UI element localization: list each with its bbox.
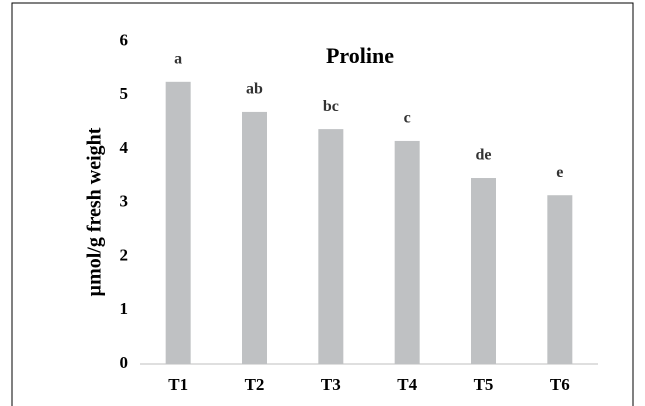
bar — [471, 178, 496, 364]
x-tick-label: T2 — [245, 375, 265, 394]
bar — [394, 140, 420, 364]
chart-border — [11, 2, 634, 406]
bar — [547, 195, 573, 364]
x-tick-label: T4 — [397, 375, 417, 394]
x-tick-label: T1 — [168, 375, 188, 394]
y-tick-label: 3 — [120, 192, 129, 211]
chart-title: Proline — [326, 43, 394, 68]
y-tick-label: 5 — [120, 84, 129, 103]
y-tick-label: 6 — [120, 30, 129, 49]
bar-annotation: e — [556, 164, 563, 181]
y-tick-label: 0 — [120, 353, 129, 372]
y-axis-label: µmol/g fresh weight — [84, 127, 106, 296]
bar-annotation: de — [476, 147, 492, 164]
y-tick-label: 2 — [120, 245, 129, 264]
x-tick-label: T6 — [550, 375, 570, 394]
bar — [318, 129, 344, 364]
bar-annotation: a — [174, 50, 182, 67]
y-tick-label: 1 — [120, 299, 129, 318]
bar — [165, 81, 191, 364]
bar-annotation: bc — [323, 98, 339, 115]
x-tick-label: T3 — [321, 375, 341, 394]
bar — [242, 111, 267, 364]
bar-annotation: c — [404, 110, 411, 127]
x-tick-label: T5 — [474, 375, 494, 394]
bar-annotation: ab — [246, 81, 263, 98]
y-tick-label: 4 — [120, 138, 129, 157]
